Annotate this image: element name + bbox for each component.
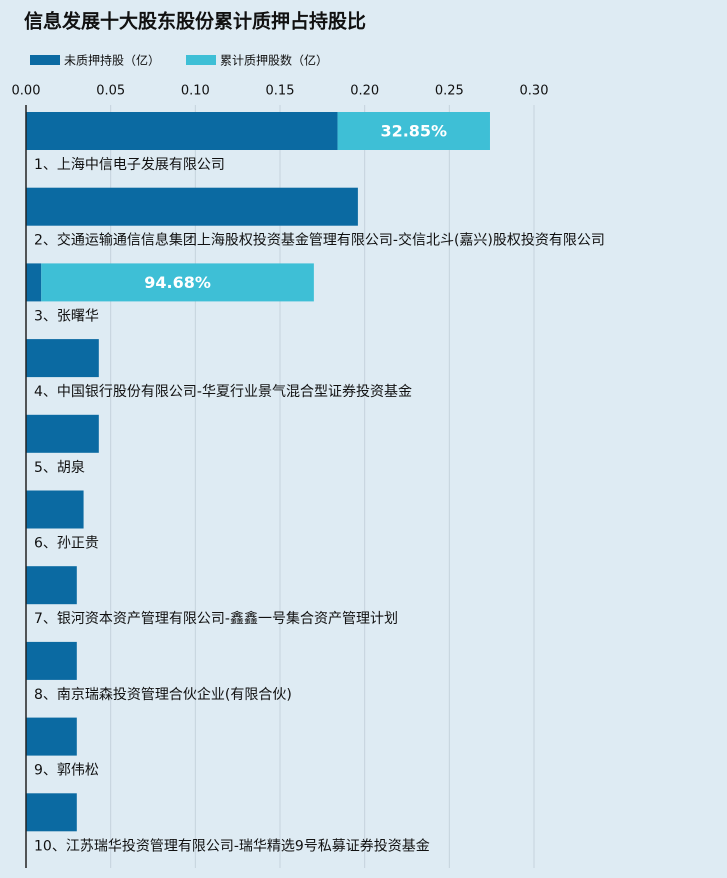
category-label: 1、上海中信电子发展有限公司 xyxy=(34,157,225,173)
ratio-label: 32.85% xyxy=(380,122,447,141)
bar xyxy=(26,414,99,453)
x-tick-label: 0.30 xyxy=(520,84,549,99)
category-label: 3、张曙华 xyxy=(34,308,99,324)
bar xyxy=(26,263,42,302)
legend-swatch xyxy=(186,55,216,65)
bar xyxy=(26,793,77,832)
category-label: 6、孙正贵 xyxy=(34,536,99,552)
legend-label: 未质押持股（亿） xyxy=(64,53,160,68)
legend-swatch xyxy=(30,55,60,65)
bar xyxy=(26,717,77,756)
category-label: 9、郭伟松 xyxy=(34,762,99,779)
category-label: 10、江苏瑞华投资管理有限公司-瑞华精选9号私募证券投资基金 xyxy=(34,837,430,854)
chart-title: 信息发展十大股东股份累计质押占持股比 xyxy=(24,10,366,33)
x-tick-label: 0.15 xyxy=(266,84,295,99)
legend-label: 累计质押股数（亿） xyxy=(220,53,328,68)
bar xyxy=(26,187,358,226)
category-label: 2、交通运输通信信息集团上海股权投资基金管理有限公司-交信北斗(嘉兴)股权投资有… xyxy=(34,232,605,249)
category-label: 4、中国银行股份有限公司-华夏行业景气混合型证券投资基金 xyxy=(34,383,412,400)
bar xyxy=(41,263,314,302)
bar xyxy=(26,490,84,529)
bar xyxy=(26,566,77,605)
ratio-label: 94.68% xyxy=(144,273,211,292)
x-tick-label: 0.25 xyxy=(435,84,464,99)
bar xyxy=(26,339,99,378)
bar xyxy=(26,641,77,680)
x-tick-label: 0.05 xyxy=(96,84,125,99)
bar xyxy=(26,112,338,150)
x-tick-label: 0.00 xyxy=(12,84,41,99)
x-tick-label: 0.10 xyxy=(181,84,210,99)
x-tick-label: 0.20 xyxy=(350,84,379,99)
category-label: 8、南京瑞森投资管理合伙企业(有限合伙) xyxy=(34,686,292,703)
bar xyxy=(337,112,490,150)
category-label: 7、银河资本资产管理有限公司-鑫鑫一号集合资产管理计划 xyxy=(34,610,398,627)
category-label: 5、胡泉 xyxy=(34,459,85,476)
